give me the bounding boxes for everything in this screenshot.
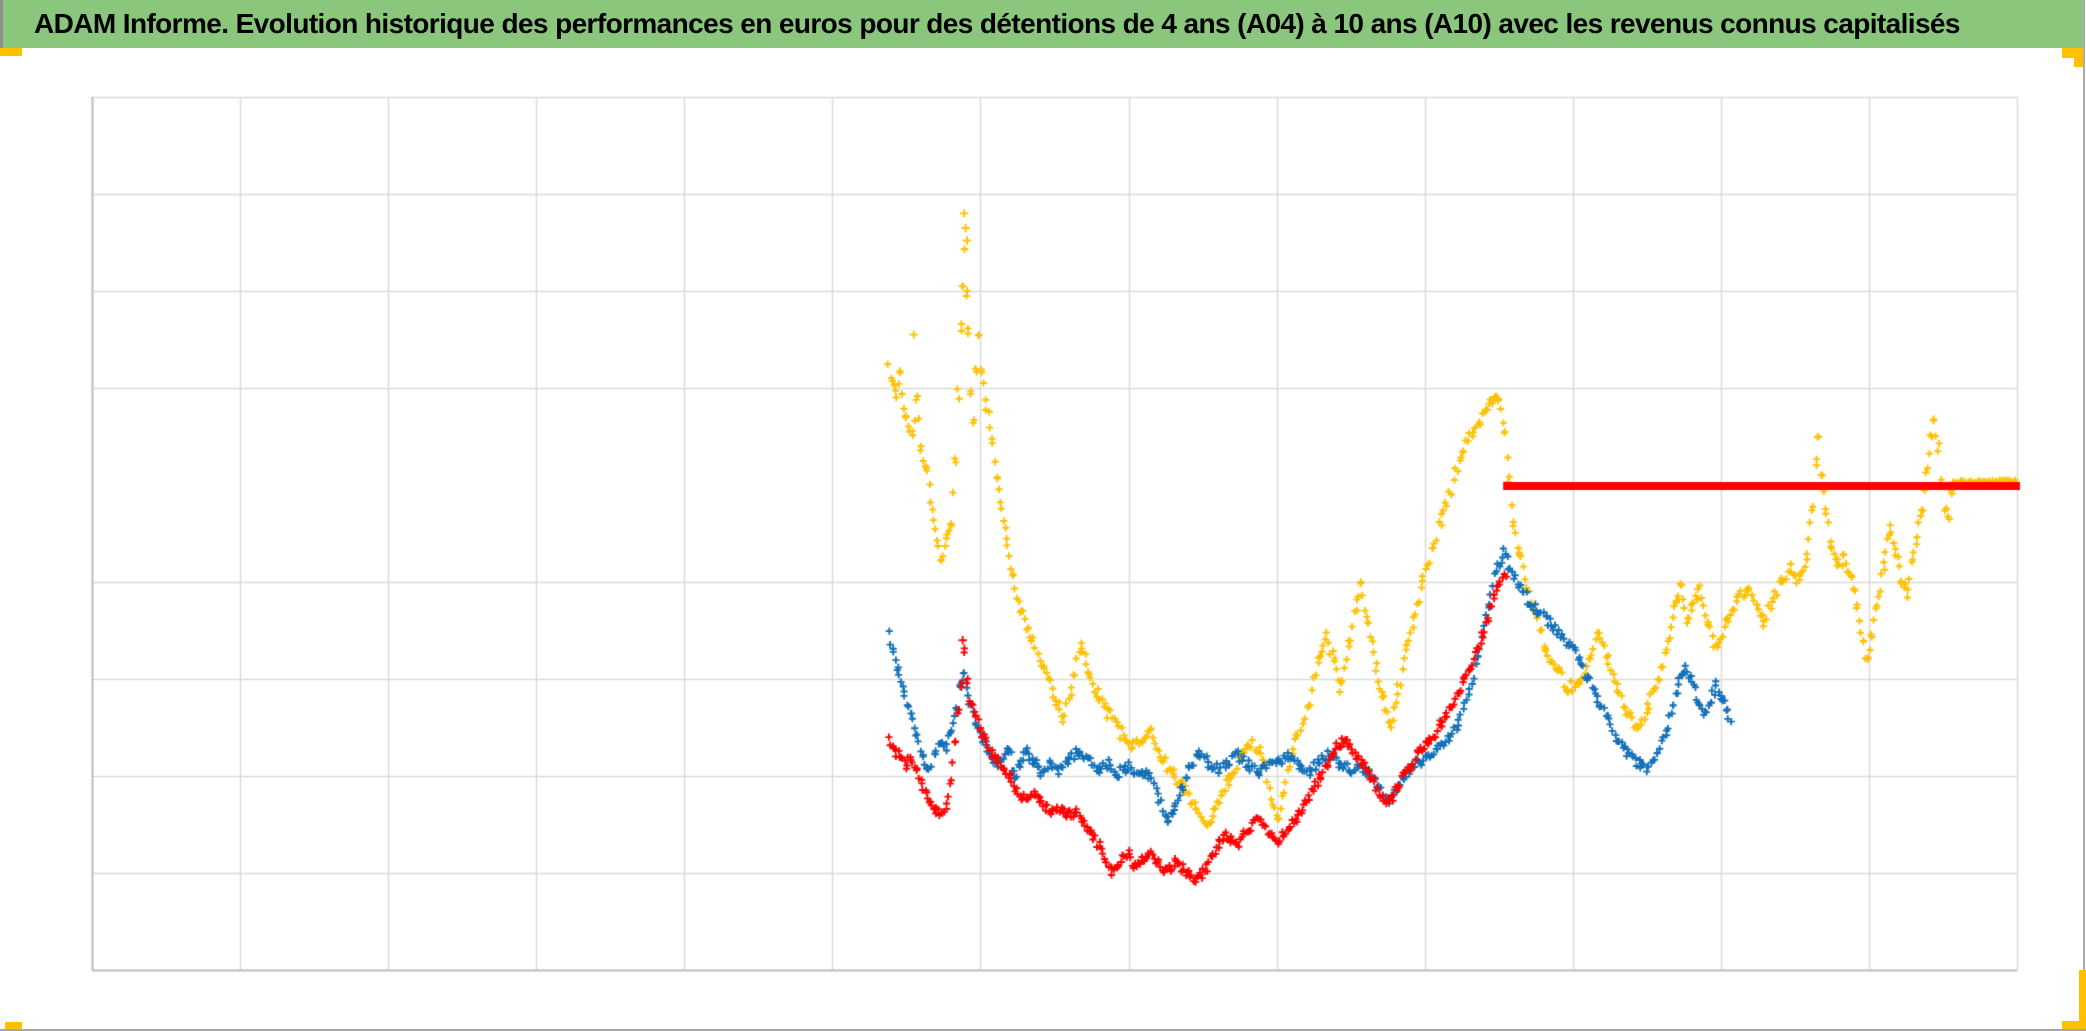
- selection-handle-top-left: [0, 48, 22, 56]
- window-edge-left: [0, 0, 3, 56]
- window-edge-right: [2083, 0, 2085, 1031]
- selection-handle-bottom-left: [5, 1022, 22, 1029]
- chart-title: ADAM Informe. Evolution historique des p…: [34, 8, 1960, 39]
- selection-handle-top-right: [2062, 48, 2083, 58]
- selection-handle-top-right-hook: [2074, 48, 2083, 67]
- selection-handle-bottom-right-bar: [2079, 970, 2086, 1029]
- chart-title-bar: ADAM Informe. Evolution historique des p…: [3, 0, 2083, 48]
- selection-handle-bottom-right: [2062, 1021, 2086, 1029]
- window-edge-bottom: [0, 1029, 2086, 1031]
